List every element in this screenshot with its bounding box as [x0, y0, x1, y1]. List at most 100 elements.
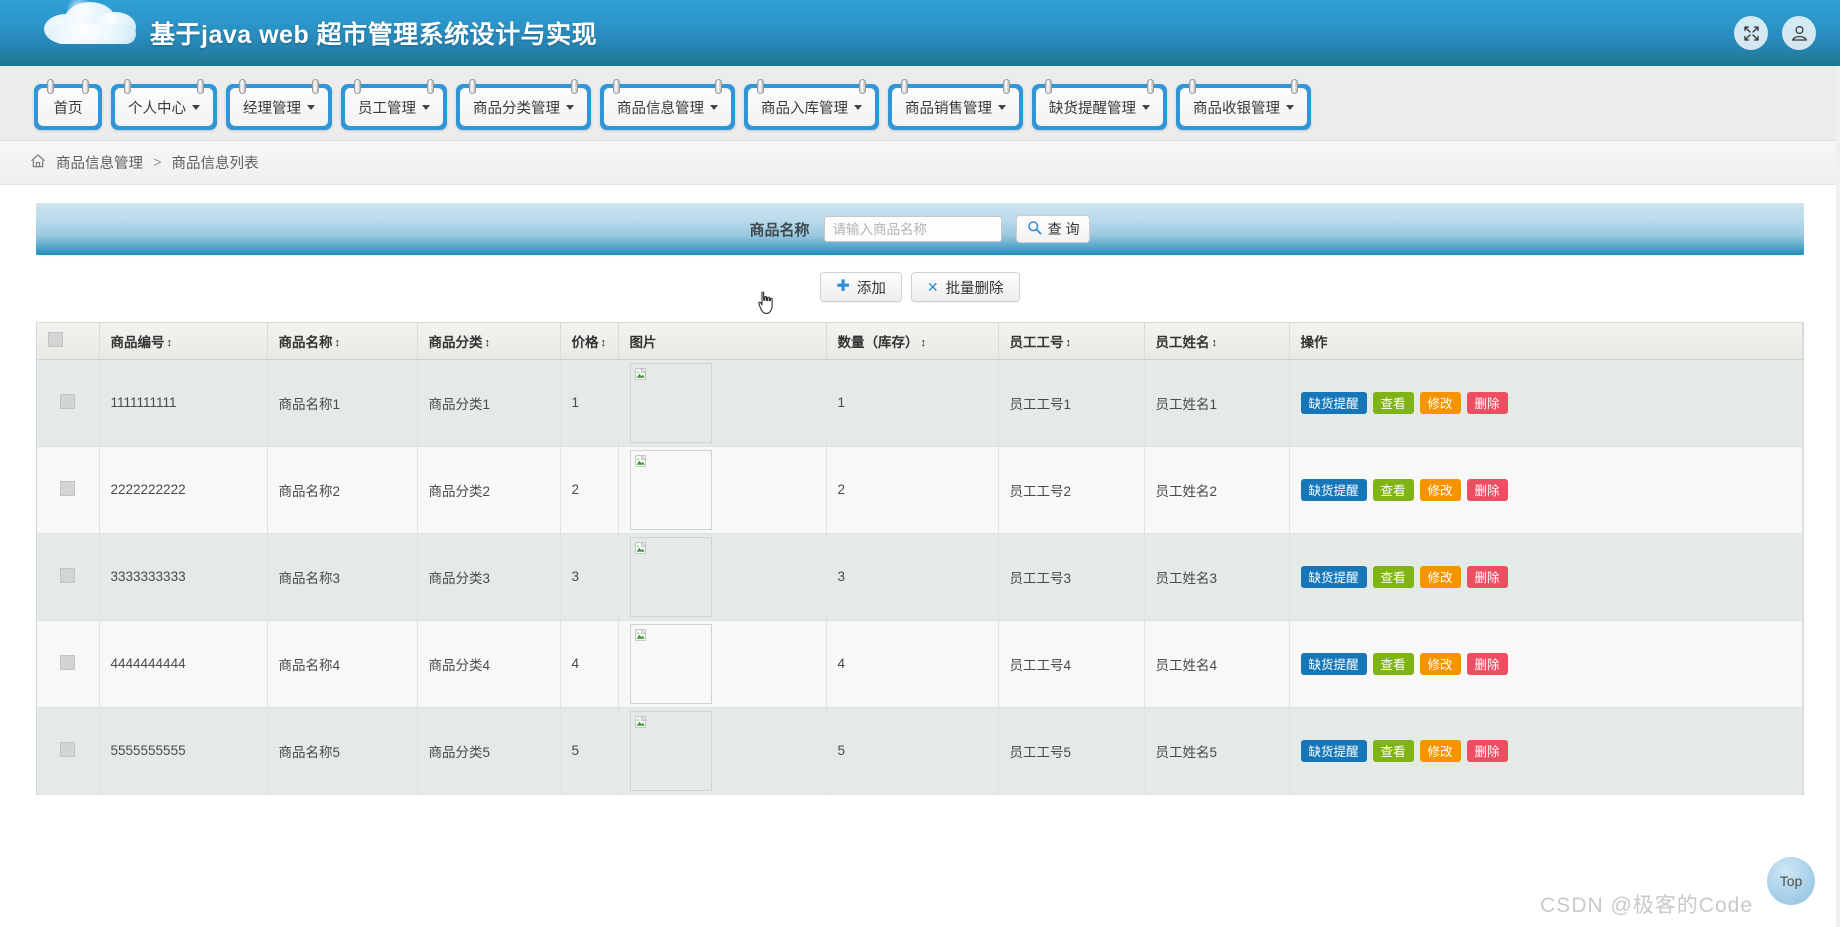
row-action-2-button[interactable]: 查看 — [1372, 652, 1414, 675]
cell-stock: 1 — [826, 359, 999, 447]
sort-updown-icon[interactable]: ↕ — [1065, 336, 1072, 349]
nav-item-7[interactable]: 商品入库管理 — [744, 79, 879, 130]
column-header-price[interactable]: 价格 ↕ — [560, 323, 619, 360]
chevron-down-icon — [854, 104, 862, 110]
cell-staff_no: 员工工号3 — [998, 533, 1145, 621]
row-checkbox[interactable] — [60, 393, 76, 409]
cell-code: 5555555555 — [99, 707, 268, 795]
nav-item-5[interactable]: 商品分类管理 — [456, 79, 591, 130]
row-action-2-button[interactable]: 查看 — [1372, 478, 1414, 501]
nav-item-4[interactable]: 员工管理 — [341, 79, 447, 130]
sort-updown-icon[interactable]: ↕ — [600, 336, 607, 349]
broken-image-icon — [629, 710, 712, 791]
cell-stock: 2 — [826, 446, 999, 534]
row-checkbox[interactable] — [60, 741, 76, 757]
broken-image-icon — [629, 623, 712, 704]
cell-price: 5 — [560, 707, 619, 795]
sort-updown-icon[interactable]: ↕ — [1211, 336, 1218, 349]
binder-ring-icon — [1147, 79, 1154, 94]
nav-item-label: 员工管理 — [358, 100, 416, 117]
table-row: 1111111111 商品名称1 商品分类1 1 1 员工工号1 员工姓名1 缺货提醒 查看 修改… — [37, 359, 1803, 447]
nav-item-label: 商品收银管理 — [1193, 100, 1280, 117]
sort-updown-icon[interactable]: ↕ — [166, 336, 173, 349]
binder-ring-icon — [1189, 79, 1196, 94]
cell-price: 3 — [560, 533, 619, 621]
row-action-3-button[interactable]: 修改 — [1419, 652, 1461, 675]
column-header-label: 商品分类 — [428, 334, 483, 350]
user-avatar-icon[interactable] — [1782, 16, 1816, 50]
breadcrumb-separator: > — [153, 154, 162, 171]
binder-ring-icon — [757, 79, 764, 94]
row-action-1-button[interactable]: 缺货提醒 — [1300, 652, 1367, 675]
row-checkbox[interactable] — [60, 654, 76, 670]
row-action-2-button[interactable]: 查看 — [1372, 391, 1414, 414]
nav-item-8[interactable]: 商品销售管理 — [888, 79, 1023, 130]
add-button[interactable]: ✚ 添加 — [820, 272, 902, 302]
column-header-category[interactable]: 商品分类 ↕ — [417, 323, 561, 360]
sort-updown-icon[interactable]: ↕ — [334, 336, 341, 349]
row-action-1-button[interactable]: 缺货提醒 — [1300, 565, 1367, 588]
column-header-staff_no[interactable]: 员工工号 ↕ — [998, 323, 1145, 360]
products-table: 商品编号 ↕ 商品名称 ↕ 商品分类 ↕ 价格 ↕ 图片 数量（库存） ↕ 员工工号 ↕ 员工姓名 ↕ 操作 … — [37, 323, 1803, 795]
binder-ring-icon — [239, 79, 246, 94]
nav-item-10[interactable]: 商品收银管理 — [1176, 79, 1311, 130]
fullscreen-arrows-icon[interactable] — [1734, 16, 1768, 50]
cell-category: 商品分类4 — [417, 620, 561, 708]
cell-staff_no: 员工工号2 — [998, 446, 1145, 534]
cell-staff_name: 员工姓名1 — [1144, 359, 1290, 447]
row-action-1-button[interactable]: 缺货提醒 — [1300, 478, 1367, 501]
breadcrumb: 商品信息管理 > 商品信息列表 — [0, 141, 1840, 185]
cell-category: 商品分类2 — [417, 446, 561, 534]
binder-ring-icon — [354, 79, 361, 94]
select-all-checkbox[interactable] — [48, 331, 63, 347]
search-label: 商品名称 — [749, 221, 810, 239]
row-action-2-button[interactable]: 查看 — [1372, 565, 1414, 588]
batch-delete-button[interactable]: ✕ 批量删除 — [910, 272, 1020, 302]
sort-updown-icon[interactable]: ↕ — [484, 336, 491, 349]
nav-item-2[interactable]: 个人中心 — [111, 79, 217, 130]
search-button[interactable]: 查 询 — [1015, 215, 1091, 243]
nav-item-6[interactable]: 商品信息管理 — [600, 79, 735, 130]
row-checkbox[interactable] — [60, 480, 76, 496]
nav-item-3[interactable]: 经理管理 — [226, 79, 332, 130]
row-action-3-button[interactable]: 修改 — [1419, 565, 1461, 588]
nav-item-label: 首页 — [53, 100, 83, 117]
cell-staff_name: 员工姓名2 — [1144, 446, 1290, 534]
cell-name: 商品名称3 — [267, 533, 418, 621]
page-scrollbar[interactable] — [1836, 66, 1840, 927]
row-action-4-button[interactable]: 删除 — [1466, 391, 1508, 414]
row-action-1-button[interactable]: 缺货提醒 — [1300, 739, 1367, 762]
header-actions — [1734, 0, 1816, 66]
search-input[interactable] — [823, 216, 1002, 242]
row-action-4-button[interactable]: 删除 — [1466, 565, 1508, 588]
cell-staff_name: 员工姓名5 — [1144, 707, 1290, 795]
home-icon[interactable] — [30, 153, 46, 173]
row-action-4-button[interactable]: 删除 — [1466, 478, 1508, 501]
row-action-1-button[interactable]: 缺货提醒 — [1300, 391, 1367, 414]
row-action-4-button[interactable]: 删除 — [1466, 739, 1508, 762]
nav-item-9[interactable]: 缺货提醒管理 — [1032, 79, 1167, 130]
row-action-2-button[interactable]: 查看 — [1372, 739, 1414, 762]
row-action-3-button[interactable]: 修改 — [1419, 739, 1461, 762]
nav-item-label: 缺货提醒管理 — [1049, 100, 1136, 117]
row-action-3-button[interactable]: 修改 — [1419, 391, 1461, 414]
cell-code: 4444444444 — [99, 620, 268, 708]
chevron-down-icon — [1286, 104, 1294, 110]
nav-item-1[interactable]: 首页 — [34, 79, 102, 130]
back-to-top-button[interactable]: Top — [1767, 857, 1815, 905]
binder-ring-icon — [312, 79, 319, 94]
binder-ring-icon — [571, 79, 578, 94]
column-header-ops: 操作 — [1289, 323, 1803, 360]
breadcrumb-parent[interactable]: 商品信息管理 — [56, 156, 143, 172]
column-header-name[interactable]: 商品名称 ↕ — [267, 323, 418, 360]
binder-ring-icon — [197, 79, 204, 94]
row-checkbox[interactable] — [60, 567, 76, 583]
column-header-stock[interactable]: 数量（库存） ↕ — [826, 323, 999, 360]
nav-item-label: 个人中心 — [128, 100, 186, 117]
row-action-4-button[interactable]: 删除 — [1466, 652, 1508, 675]
page-title: 基于java web 超市管理系统设计与实现 — [150, 21, 598, 49]
column-header-code[interactable]: 商品编号 ↕ — [99, 323, 268, 360]
column-header-staff_name[interactable]: 员工姓名 ↕ — [1144, 323, 1290, 360]
row-action-3-button[interactable]: 修改 — [1419, 478, 1461, 501]
sort-updown-icon[interactable]: ↕ — [920, 336, 927, 349]
